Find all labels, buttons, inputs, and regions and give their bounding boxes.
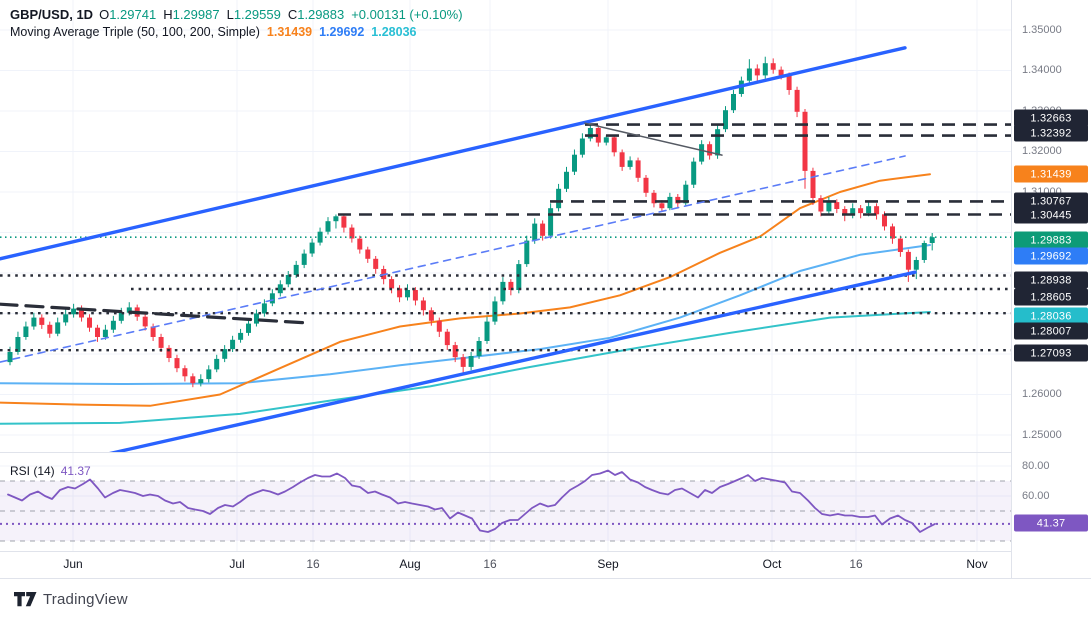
price-axis-badge: 1.28036 (1014, 307, 1088, 325)
rsi-pane (0, 469, 1011, 542)
time-axis-label: Aug (399, 557, 421, 571)
tradingview-logo-text: TradingView (43, 591, 128, 608)
pane-separator[interactable] (0, 452, 1091, 453)
time-axis-label: 16 (306, 557, 320, 571)
price-axis[interactable]: 1.350001.340001.330001.320001.310001.260… (1012, 0, 1091, 578)
channel-lower-trendline (109, 270, 917, 452)
price-axis-label: 1.32000 (1022, 145, 1062, 157)
time-axis[interactable]: Jun Jul 16 Aug 16 Sep Oct 16 Nov (0, 552, 1011, 578)
price-axis-separator (1011, 0, 1012, 578)
high-label: H (163, 7, 173, 22)
price-axis-badge: 1.32392 (1014, 124, 1088, 142)
price-axis-badge: 1.28605 (1014, 288, 1088, 306)
tradingview-logo-icon (14, 592, 37, 607)
time-axis-label: Nov (966, 557, 988, 571)
symbol-title[interactable]: GBP/USD, 1D (10, 7, 94, 22)
time-axis-label: Jul (229, 557, 245, 571)
channel-mid-trendline (0, 155, 906, 363)
time-axis-label: 16 (849, 557, 863, 571)
price-axis-label: 80.00 (1022, 460, 1050, 472)
price-axis-badge: 1.28007 (1014, 322, 1088, 340)
chart-bottom-border (0, 578, 1091, 579)
rsi-value: 41.37 (60, 464, 91, 478)
sma50-value: 1.31439 (266, 25, 313, 39)
price-axis-badge: 1.28938 (1014, 271, 1088, 289)
price-axis-badge: 1.27093 (1014, 344, 1088, 362)
price-axis-badge: 1.31439 (1014, 165, 1088, 183)
tradingview-logo[interactable]: TradingView (14, 591, 128, 608)
time-axis-label: Sep (597, 557, 619, 571)
open-label: O (99, 7, 110, 22)
close-label: C (287, 7, 298, 22)
time-axis-label: Oct (762, 557, 782, 571)
time-axis-separator (0, 551, 1091, 552)
price-axis-badge: 1.32663 (1014, 109, 1088, 127)
sma200-line (0, 311, 931, 425)
time-axis-label: 16 (483, 557, 497, 571)
rsi-indicator-title[interactable]: RSI (14) (10, 464, 55, 478)
close-value: 1.29883 (297, 7, 345, 22)
low-label: L (226, 7, 234, 22)
candlestick-series (7, 56, 935, 388)
price-axis-badge: 1.30445 (1014, 206, 1088, 224)
change-value: +0.00131 (+0.10%) (351, 7, 463, 22)
price-axis-label: 1.34000 (1022, 64, 1062, 76)
sma50-line (0, 173, 931, 407)
indicator-legend[interactable]: Moving Average Triple (50, 100, 200, Sim… (10, 25, 416, 39)
open-value: 1.29741 (109, 7, 157, 22)
ma-indicator-title[interactable]: Moving Average Triple (50, 100, 200, Sim… (10, 25, 260, 39)
channel-upper-trendline (0, 46, 907, 261)
sma200-value: 1.28036 (371, 25, 417, 39)
resistance-levels-dashed (338, 123, 1011, 216)
price-axis-label: 60.00 (1022, 490, 1050, 502)
sma100-value: 1.29692 (319, 25, 365, 39)
price-axis-badge: 1.30767 (1014, 192, 1088, 210)
price-axis-label: 1.25000 (1022, 429, 1062, 441)
price-axis-badge: 1.29692 (1014, 247, 1088, 265)
low-value: 1.29559 (233, 7, 281, 22)
time-axis-label: Jun (63, 557, 83, 571)
price-axis-badge: 41.37 (1014, 514, 1088, 532)
symbol-legend[interactable]: GBP/USD, 1D O1.29741 H1.29987 L1.29559 C1.29… (10, 7, 463, 22)
support-levels-dotted (0, 274, 1011, 352)
high-value: 1.29987 (172, 7, 220, 22)
price-axis-label: 1.35000 (1022, 24, 1062, 36)
rsi-line (7, 469, 936, 533)
downtrend-left-trendline (0, 302, 307, 325)
price-axis-badge: 1.29883 (1014, 231, 1088, 249)
price-axis-label: 1.26000 (1022, 388, 1062, 400)
downtrend-right-trendline (584, 122, 723, 156)
rsi-legend[interactable]: RSI (14) 41.37 (10, 464, 91, 478)
